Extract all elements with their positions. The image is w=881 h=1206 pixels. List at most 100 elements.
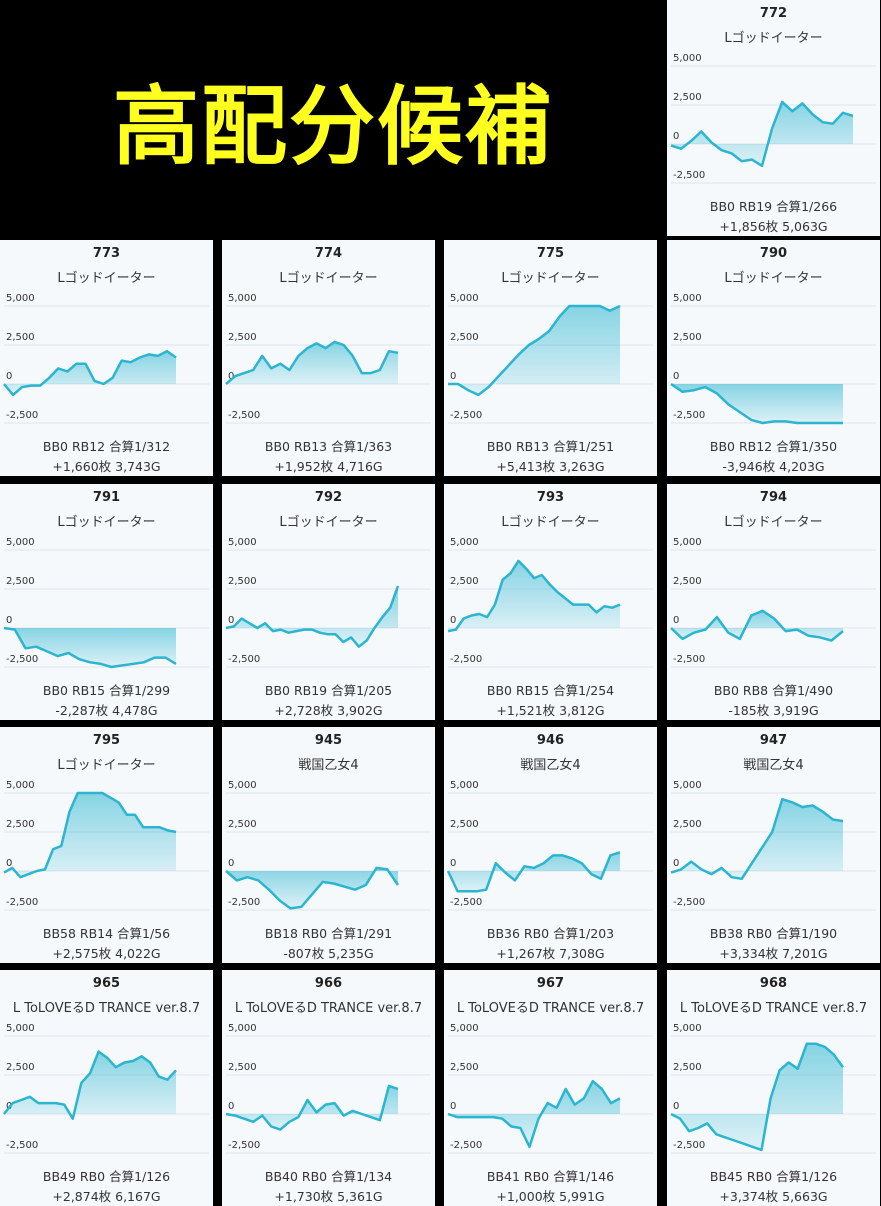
y-tick-label: -2,500 — [673, 170, 705, 181]
chart-card: 965 L ToLOVEるD TRANCE ver.8.7 5,000 2,500 0-… — [0, 970, 213, 1206]
machine-name: 戦国乙女4 — [298, 758, 359, 773]
y-tick-label: 2,500 — [673, 332, 702, 343]
machine-name: 戦国乙女4 — [520, 758, 581, 773]
y-tick-label: -2,500 — [228, 654, 260, 665]
y-tick-label: -2,500 — [450, 654, 482, 665]
medal-games-stats: +3,374枚 5,663G — [719, 1189, 828, 1204]
area-chart: 5,000 2,500 0 -2,500 — [225, 1023, 431, 1154]
bonus-stats: BB0 RB15 合算1/299 — [42, 683, 171, 698]
bonus-stats: BB0 RB8 合算1/490 — [713, 683, 834, 698]
y-tick-label: -2,500 — [673, 654, 705, 665]
series-line — [670, 382, 843, 425]
y-tick-label: 2,500 — [228, 1062, 257, 1073]
y-tick-label: 2,500 — [6, 1062, 35, 1073]
chart-card: 793 Lゴッドイーター 5,000 2,500 0 -2,500 BB0 RB15 合算1… — [444, 484, 657, 720]
y-tick-label: 5,000 — [6, 780, 35, 791]
medal-games-stats: +1,521枚 3,812G — [496, 703, 605, 718]
y-tick-label: 0 — [6, 615, 12, 626]
y-tick-label: -2,500 — [673, 410, 705, 421]
medal-games-stats: +2,575枚 4,022G — [52, 946, 161, 961]
area-fill — [448, 306, 620, 395]
bonus-stats: BB36 RB0 合算1/203 — [486, 926, 615, 941]
area-fill — [448, 852, 620, 892]
area-chart: 5,000 2,500 0 -2,500 — [670, 293, 876, 425]
bonus-stats: BB18 RB0 合算1/291 — [264, 926, 393, 941]
banner: 高配分候補 — [0, 0, 666, 236]
y-tick-label: 2,500 — [228, 332, 257, 343]
y-tick-label: 5,000 — [450, 537, 479, 548]
y-tick-label: 5,000 — [6, 537, 35, 548]
bonus-stats: BB0 RB12 合算1/350 — [709, 439, 838, 454]
machine-number: 773 — [92, 246, 121, 261]
area-fill — [226, 867, 398, 909]
series-line — [3, 349, 177, 397]
machine-number: 791 — [92, 490, 121, 505]
machine-name: Lゴッドイーター — [501, 271, 600, 286]
y-tick-label: 0 — [228, 615, 234, 626]
area-chart: 5,000 2,500 0 -2,500 — [446, 780, 653, 911]
area-fill — [226, 585, 398, 647]
machine-number: 965 — [92, 976, 121, 991]
medal-games-stats: +1,660枚 3,743G — [52, 459, 161, 474]
y-tick-label: 2,500 — [228, 819, 257, 830]
bonus-stats: BB0 RB19 合算1/205 — [264, 683, 393, 698]
y-tick-label: 5,000 — [673, 53, 702, 64]
machine-name: L ToLOVEるD TRANCE ver.8.7 — [456, 1001, 645, 1016]
area-fill — [226, 341, 398, 384]
series-line — [447, 559, 621, 633]
bonus-stats: BB0 RB13 合算1/251 — [486, 439, 615, 454]
area-fill — [671, 1043, 843, 1150]
chart-card: 945 戦国乙女4 5,000 2,500 0 -2,500 BB18 RB0 合算1/29… — [222, 727, 435, 963]
bonus-stats: BB45 RB0 合算1/126 — [709, 1169, 838, 1184]
medal-games-stats: +2,874枚 6,167G — [52, 1189, 161, 1204]
y-tick-label: -2,500 — [450, 1140, 482, 1151]
y-tick-label: 5,000 — [228, 537, 257, 548]
y-tick-label: 0 — [673, 858, 679, 869]
area-chart: 5,000 2,500 0 -2,500 — [670, 53, 876, 184]
area-fill — [671, 799, 843, 879]
bonus-stats: BB38 RB0 合算1/190 — [709, 926, 838, 941]
machine-number: 772 — [759, 6, 788, 21]
machine-number: 795 — [92, 733, 121, 748]
medal-games-stats: +1,952枚 4,716G — [274, 459, 383, 474]
y-tick-label: -2,500 — [228, 897, 260, 908]
chart-card: 775 Lゴッドイーター 5,000 2,500 0 -2,500 BB0 RB13 合算1… — [444, 240, 657, 476]
bonus-stats: BB41 RB0 合算1/146 — [486, 1169, 615, 1184]
y-tick-label: 2,500 — [450, 576, 479, 587]
series-line — [3, 1050, 177, 1120]
y-tick-label: 0 — [450, 1101, 456, 1112]
chart-card: 772 Lゴッドイーター 5,000 2,500 0 -2,500 BB0 RB19 合算1… — [667, 0, 880, 236]
area-chart: 5,000 2,500 0 -2,500 — [447, 1023, 653, 1154]
medal-games-stats: -2,287枚 4,478G — [55, 703, 158, 718]
y-tick-label: 5,000 — [673, 1023, 702, 1034]
y-tick-label: 5,000 — [673, 293, 702, 304]
chart-card: 966 L ToLOVEるD TRANCE ver.8.7 5,000 2,500 0 -… — [222, 970, 435, 1206]
y-tick-label: 0 — [673, 615, 679, 626]
y-tick-label: -2,500 — [6, 410, 38, 421]
medal-games-stats: +1,267枚 7,308G — [496, 946, 605, 961]
area-fill — [671, 610, 843, 641]
chart-card: 967 L ToLOVEるD TRANCE ver.8.7 5,000 2,500 0 -… — [444, 970, 657, 1206]
area-fill — [671, 101, 853, 166]
y-tick-label: -2,500 — [450, 410, 482, 421]
y-tick-label: 0 — [228, 371, 234, 382]
medal-games-stats: +1,000枚 5,991G — [496, 1189, 605, 1204]
y-tick-label: -2,500 — [228, 1140, 260, 1151]
medal-games-stats: +5,413枚 3,263G — [496, 459, 605, 474]
area-fill — [671, 384, 843, 423]
machine-name: Lゴッドイーター — [724, 515, 823, 530]
banner-title: 高配分候補 — [113, 76, 553, 177]
y-tick-label: -2,500 — [673, 1140, 705, 1151]
y-tick-label: 2,500 — [6, 576, 35, 587]
series-line — [446, 851, 621, 893]
machine-number: 792 — [314, 490, 343, 505]
area-fill — [448, 560, 620, 632]
y-tick-label: 5,000 — [228, 293, 257, 304]
bonus-stats: BB0 RB13 合算1/363 — [264, 439, 393, 454]
machine-number: 945 — [314, 733, 343, 748]
medal-games-stats: -185枚 3,919G — [728, 703, 819, 718]
y-tick-label: 5,000 — [450, 1023, 479, 1034]
chart-card: 795 Lゴッドイーター 5,000 2,500 0 -2,500 BB58 RB14 合算… — [0, 727, 213, 963]
y-tick-label: 0 — [673, 131, 679, 142]
machine-number: 793 — [536, 490, 565, 505]
